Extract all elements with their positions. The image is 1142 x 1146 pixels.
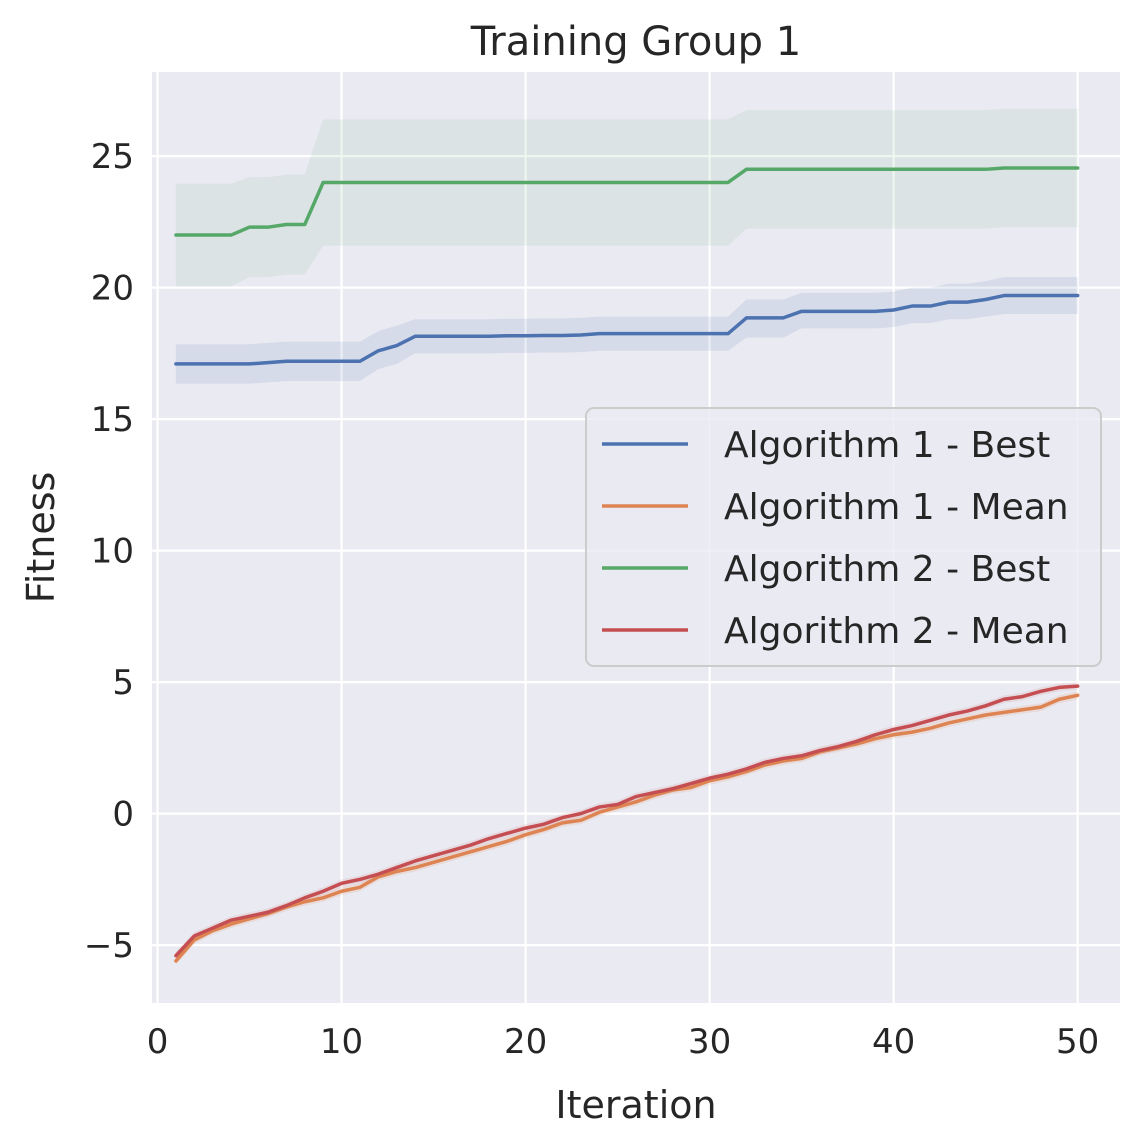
y-tick-label-2: 5 [112,663,134,703]
legend: Algorithm 1 - Best Algorithm 1 - Mean Algo… [585,407,1102,667]
y-axis-label: Fitness [19,472,63,604]
legend-label-2: Algorithm 1 - Mean [724,487,1069,528]
series-band-3 [175,108,1078,287]
x-tick-label-1: 10 [320,1022,363,1062]
y-tick-label-3: 10 [91,532,134,572]
confidence-bands [175,108,1078,965]
series-line-3 [174,166,1080,237]
series-band-1 [175,277,1078,384]
x-tick-label-2: 20 [504,1022,547,1062]
y-axis-ticks: −5 0 5 10 15 20 25 [84,137,134,966]
y-tick-label-6: 25 [91,137,134,177]
legend-label-3: Algorithm 2 - Best [724,549,1050,590]
x-axis-label: Iteration [555,1083,716,1127]
x-axis-ticks: 0 10 20 30 40 50 [147,1022,1100,1062]
y-tick-label-4: 15 [91,400,134,440]
y-tick-label-5: 20 [91,269,134,309]
x-tick-label-4: 40 [872,1022,915,1062]
chart-title: Training Group 1 [470,19,802,65]
series-line-1 [174,293,1080,366]
series-band-2 [175,691,1078,965]
x-tick-label-0: 0 [147,1022,169,1062]
series-lines [174,166,1080,963]
y-tick-label-1: 0 [112,795,134,835]
x-tick-label-3: 30 [688,1022,731,1062]
y-tick-label-0: −5 [84,926,134,966]
legend-box [585,407,1102,667]
series-line-4 [174,684,1080,958]
legend-label-1: Algorithm 1 - Best [724,425,1050,466]
series-line-2 [174,693,1080,963]
x-tick-label-5: 50 [1056,1022,1099,1062]
legend-label-4: Algorithm 2 - Mean [724,611,1069,652]
